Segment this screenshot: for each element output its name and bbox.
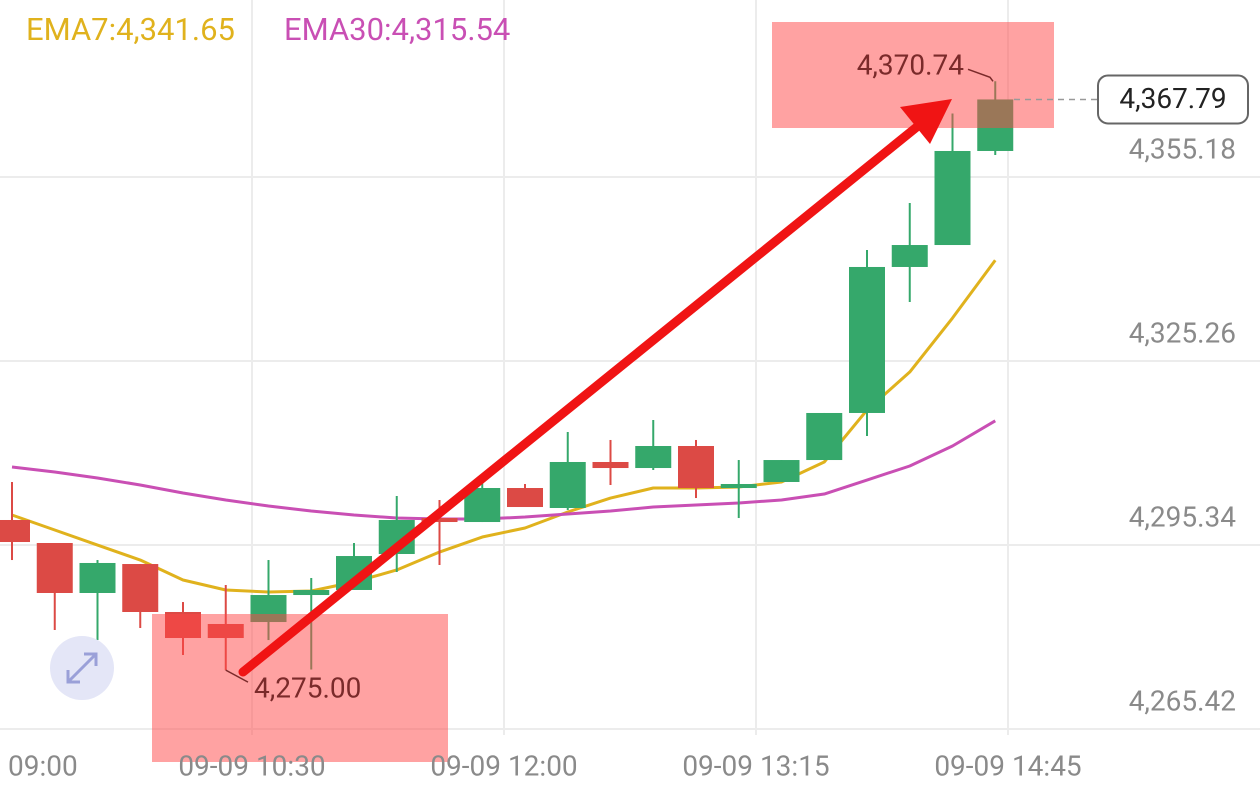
candle-body: [934, 150, 971, 246]
candle-body: [720, 484, 757, 489]
x-tick-label: 09-09 12:00: [430, 749, 577, 782]
candle-body: [293, 589, 330, 596]
arrow-head: [900, 99, 952, 144]
candle-body: [549, 461, 586, 508]
candle-body: [678, 446, 714, 489]
labels: 4,355.18 4,325.26 4,295.34 4,265.42 09:00 09-…: [8, 49, 1249, 782]
x-tick-label: 09:00: [8, 749, 78, 782]
candle-body: [891, 245, 928, 267]
x-tick-label: 09-09 13:15: [682, 749, 829, 782]
candle-body: [849, 266, 885, 413]
last-price-box: [1097, 74, 1249, 125]
candle-body: [635, 446, 672, 469]
x-tick-label: 09-09 14:45: [934, 749, 1081, 782]
candle-body: [122, 564, 159, 612]
legend-entry: EMA30:4,315.54: [284, 11, 510, 48]
candle-body: [421, 518, 458, 523]
y-tick-label: 4,265.42: [1129, 684, 1236, 717]
x-tick-label: 09-09 10:30: [178, 749, 325, 782]
expand-icon: [66, 652, 98, 684]
overlay: [152, 22, 1054, 762]
candle-body: [806, 412, 843, 461]
y-tick-label: 4,325.26: [1129, 316, 1236, 349]
annotation-label: 4,370.74: [857, 49, 965, 82]
last-price-label: 4,367.79: [1119, 82, 1226, 115]
expand-button[interactable]: [50, 636, 114, 700]
candle-body: [763, 460, 800, 482]
y-tick-label: 4,295.34: [1129, 500, 1237, 533]
candle-body: [36, 542, 73, 593]
candle-body: [592, 461, 629, 469]
trend-arrow: [238, 121, 923, 677]
ema-line: [11, 419, 997, 521]
candle-body: [79, 562, 116, 593]
y-tick-label: 4,355.18: [1129, 132, 1236, 165]
candle-body: [507, 488, 543, 508]
candles: [0, 81, 1014, 671]
candle-body: [0, 519, 30, 543]
annotation-leader: [225, 669, 249, 683]
highlight-box: [152, 614, 448, 762]
annotation-label: 4,275.00: [254, 672, 361, 705]
legend-entry: EMA7:4,341.65: [26, 11, 235, 48]
annotation-leader: [967, 68, 994, 82]
